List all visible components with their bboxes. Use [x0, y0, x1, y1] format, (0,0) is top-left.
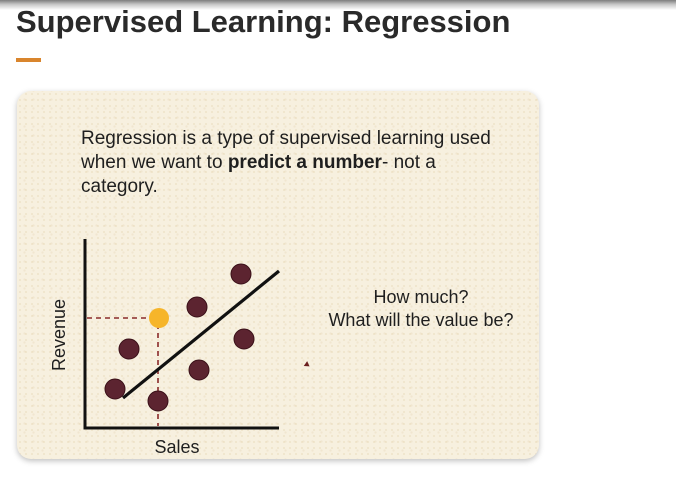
data-point	[186, 296, 208, 318]
data-point	[104, 378, 126, 400]
question-line-1: How much?	[373, 287, 469, 307]
x-axis-label: Sales	[154, 437, 199, 457]
regression-diagram: Revenue Sales	[49, 239, 281, 457]
definition-text-end: - not a category.	[81, 152, 436, 197]
page-title: Supervised Learning: Regression	[16, 4, 511, 39]
window-top-shadow	[0, 0, 676, 10]
data-point	[230, 263, 252, 285]
data-point	[188, 359, 210, 381]
data-point	[233, 328, 255, 350]
y-axis-label: Revenue	[49, 299, 69, 371]
regression-line	[121, 269, 281, 400]
title-accent-bar	[16, 58, 41, 62]
predicted-value-point	[149, 308, 169, 328]
content-card: Regression is a type of supervised learn…	[17, 91, 539, 459]
definition-text-start: Regression is a type of supervised learn…	[81, 128, 491, 173]
data-point	[147, 390, 169, 412]
data-point	[118, 338, 140, 360]
definition-text: Regression is a type of supervised learn…	[81, 127, 501, 199]
definition-emphasis: predict a number	[227, 152, 382, 173]
question-line-2: What will the value be?	[328, 310, 514, 330]
question-text: How much? What will the value be?	[303, 286, 539, 332]
